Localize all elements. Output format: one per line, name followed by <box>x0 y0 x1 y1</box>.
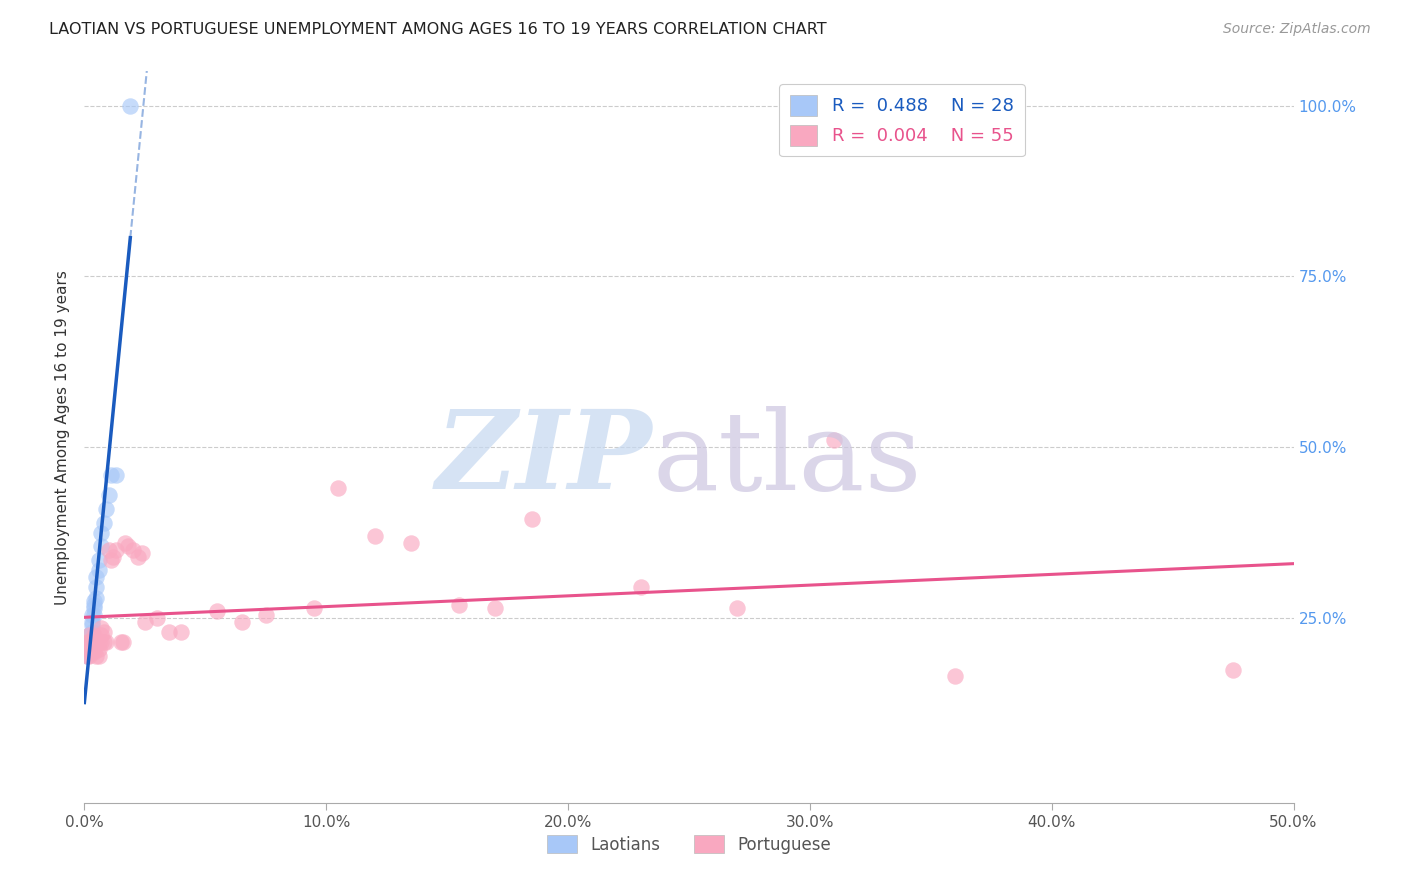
Point <box>80 635 103 649</box>
Point <box>103 549 125 564</box>
Point <box>100 553 122 567</box>
Point <box>725 601 748 615</box>
Point <box>112 635 135 649</box>
Point <box>110 635 132 649</box>
Point <box>127 549 149 564</box>
Point <box>80 639 103 653</box>
Point <box>77 639 100 653</box>
Point <box>328 481 350 495</box>
Point <box>83 601 105 615</box>
Point <box>121 542 143 557</box>
Point <box>90 628 112 642</box>
Point <box>363 529 385 543</box>
Point <box>76 642 98 657</box>
Point <box>76 648 98 663</box>
Y-axis label: Unemployment Among Ages 16 to 19 years: Unemployment Among Ages 16 to 19 years <box>55 269 70 605</box>
Point <box>80 624 103 639</box>
Point <box>231 615 253 629</box>
Point <box>80 645 103 659</box>
Point <box>87 553 110 567</box>
Point <box>77 635 100 649</box>
Point <box>90 622 112 636</box>
Point <box>93 516 115 530</box>
Point <box>83 598 105 612</box>
Point <box>90 525 112 540</box>
Point <box>484 601 506 615</box>
Point <box>157 624 180 639</box>
Point <box>83 594 105 608</box>
Point <box>823 434 845 448</box>
Point <box>76 635 98 649</box>
Point <box>93 635 115 649</box>
Point <box>77 628 100 642</box>
Point <box>120 98 142 112</box>
Point <box>86 648 108 663</box>
Point <box>83 628 105 642</box>
Point <box>87 648 110 663</box>
Point <box>146 611 169 625</box>
Point <box>77 642 100 657</box>
Point <box>76 648 98 663</box>
Legend: Laotians, Portuguese: Laotians, Portuguese <box>540 829 838 860</box>
Point <box>86 591 108 605</box>
Point <box>630 581 652 595</box>
Text: LAOTIAN VS PORTUGUESE UNEMPLOYMENT AMONG AGES 16 TO 19 YEARS CORRELATION CHART: LAOTIAN VS PORTUGUESE UNEMPLOYMENT AMONG… <box>49 22 827 37</box>
Text: Source: ZipAtlas.com: Source: ZipAtlas.com <box>1223 22 1371 37</box>
Point <box>302 601 325 615</box>
Point <box>77 635 100 649</box>
Point <box>86 581 108 595</box>
Point <box>114 536 136 550</box>
Point <box>131 546 153 560</box>
Text: atlas: atlas <box>652 406 922 513</box>
Point <box>87 635 110 649</box>
Point <box>87 563 110 577</box>
Point <box>90 635 112 649</box>
Point <box>449 598 471 612</box>
Point <box>94 635 117 649</box>
Point <box>80 615 103 629</box>
Point <box>83 645 105 659</box>
Point <box>254 607 277 622</box>
Point <box>86 570 108 584</box>
Point <box>943 669 966 683</box>
Point <box>207 604 229 618</box>
Point <box>134 615 156 629</box>
Point <box>170 624 193 639</box>
Point <box>520 512 543 526</box>
Point <box>83 639 105 653</box>
Point <box>97 488 120 502</box>
Point <box>399 536 422 550</box>
Point <box>77 639 100 653</box>
Point <box>77 628 100 642</box>
Point <box>86 635 108 649</box>
Point <box>117 540 139 554</box>
Point <box>97 542 120 557</box>
Point <box>76 639 98 653</box>
Point <box>90 540 112 554</box>
Point <box>93 624 115 639</box>
Point <box>87 642 110 657</box>
Point <box>83 607 105 622</box>
Point <box>80 607 103 622</box>
Point <box>1222 663 1244 677</box>
Point <box>76 642 98 657</box>
Point <box>104 542 127 557</box>
Point <box>104 467 127 482</box>
Text: ZIP: ZIP <box>436 405 652 513</box>
Point <box>100 467 122 482</box>
Point <box>94 501 117 516</box>
Point <box>80 618 103 632</box>
Point <box>77 645 100 659</box>
Point <box>77 648 100 663</box>
